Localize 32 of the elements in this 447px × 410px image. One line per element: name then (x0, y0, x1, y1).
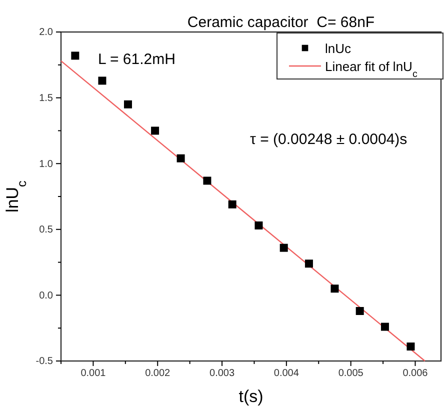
point (228, 200, 236, 208)
y-tick-label: 1.5 (39, 93, 54, 104)
point (406, 342, 415, 351)
x-tick-label: 0.002 (145, 368, 171, 380)
legend-label: Linear fit of lnU$_{c}$ (325, 59, 418, 80)
point (176, 154, 185, 162)
annotation: τ = (0.00248 ± 0.0004)s (250, 131, 408, 148)
legend-label: lnUc (325, 41, 352, 56)
point (254, 221, 263, 230)
y-tick-label: -0.5 (36, 356, 54, 368)
point (203, 176, 212, 185)
x-axis-title: t(s) (238, 387, 264, 406)
point (151, 126, 160, 135)
x-tick-label: 0.001 (80, 368, 106, 380)
point (280, 244, 288, 252)
point (380, 322, 389, 331)
point (124, 100, 132, 108)
y-tick-label: 2.0 (39, 27, 54, 38)
x-tick-label: 0.005 (338, 368, 364, 380)
annotation: L = 61.2mH (98, 51, 176, 68)
point (304, 260, 313, 268)
y-tick-label: 0.0 (39, 290, 54, 302)
x-tick-label: 0.003 (210, 368, 235, 380)
y-tick-label: 0.5 (39, 224, 54, 236)
point (356, 306, 364, 315)
point (98, 76, 106, 85)
y-tick-label: 1.0 (39, 158, 54, 170)
x-tick-label: 0.004 (274, 368, 300, 380)
point (71, 52, 80, 60)
point (330, 284, 339, 293)
x-tick-label: 0.006 (402, 368, 428, 380)
chart-title: Ceramic capacitor C= 68nF (187, 14, 375, 31)
